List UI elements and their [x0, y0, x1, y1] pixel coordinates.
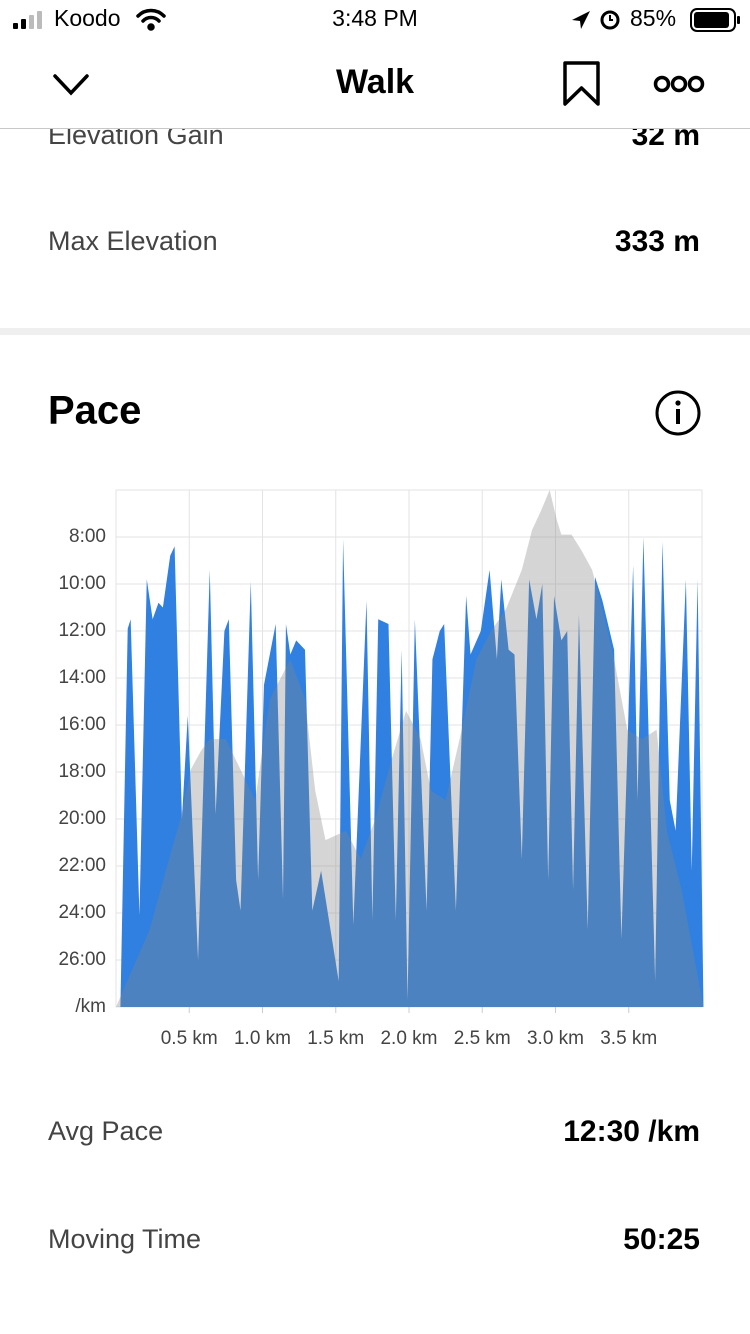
battery-icon — [690, 8, 740, 32]
elevation-area — [116, 490, 704, 1007]
y-tick-label: 26:00 — [58, 949, 106, 970]
x-tick-label: 0.5 km — [161, 1028, 218, 1049]
clock: 3:48 PM — [332, 5, 418, 31]
x-tick-label: 2.5 km — [454, 1028, 511, 1049]
stat-label: Max Elevation — [48, 226, 218, 256]
y-tick-label: 12:00 — [58, 620, 106, 641]
alarm-icon — [600, 10, 620, 30]
y-tick-label: 10:00 — [58, 573, 106, 594]
x-tick-label: 1.0 km — [234, 1028, 291, 1049]
stat-label: Moving Time — [48, 1224, 201, 1254]
nav-title: Walk — [336, 63, 414, 101]
y-tick-label: /km — [75, 996, 106, 1017]
y-tick-label: 24:00 — [58, 902, 106, 923]
stat-value: 50:25 — [623, 1223, 700, 1256]
signal-icon — [13, 11, 42, 29]
carrier: Koodo — [54, 5, 121, 31]
y-tick-label: 16:00 — [58, 714, 106, 735]
back-button[interactable] — [53, 74, 89, 96]
more-button[interactable] — [653, 75, 705, 93]
y-tick-label: 20:00 — [58, 808, 106, 829]
stat-value: 333 m — [615, 225, 700, 258]
info-button[interactable] — [655, 390, 701, 436]
x-tick-label: 3.0 km — [527, 1028, 584, 1049]
bookmark-button[interactable] — [563, 61, 600, 106]
pace-area — [120, 537, 704, 1007]
x-tick-label: 2.0 km — [380, 1028, 437, 1049]
y-tick-label: 14:00 — [58, 667, 106, 688]
x-tick-label: 3.5 km — [600, 1028, 657, 1049]
section-divider — [0, 328, 750, 335]
section-title: Pace — [48, 389, 141, 433]
x-tick-label: 1.5 km — [307, 1028, 364, 1049]
battery-level: 85% — [630, 5, 676, 31]
y-tick-label: 18:00 — [58, 761, 106, 782]
y-tick-label: 22:00 — [58, 855, 106, 876]
stat-value: 12:30 /km — [563, 1115, 700, 1148]
y-tick-label: 8:00 — [69, 526, 106, 547]
wifi-icon — [136, 8, 166, 31]
location-icon — [572, 11, 590, 29]
top-bar — [0, 0, 750, 128]
pace-chart: 8:00 10:00 12:00 14:00 16:00 18:00 20:00 22:00 2… — [58, 489, 704, 1049]
stat-label: Avg Pace — [48, 1116, 163, 1146]
